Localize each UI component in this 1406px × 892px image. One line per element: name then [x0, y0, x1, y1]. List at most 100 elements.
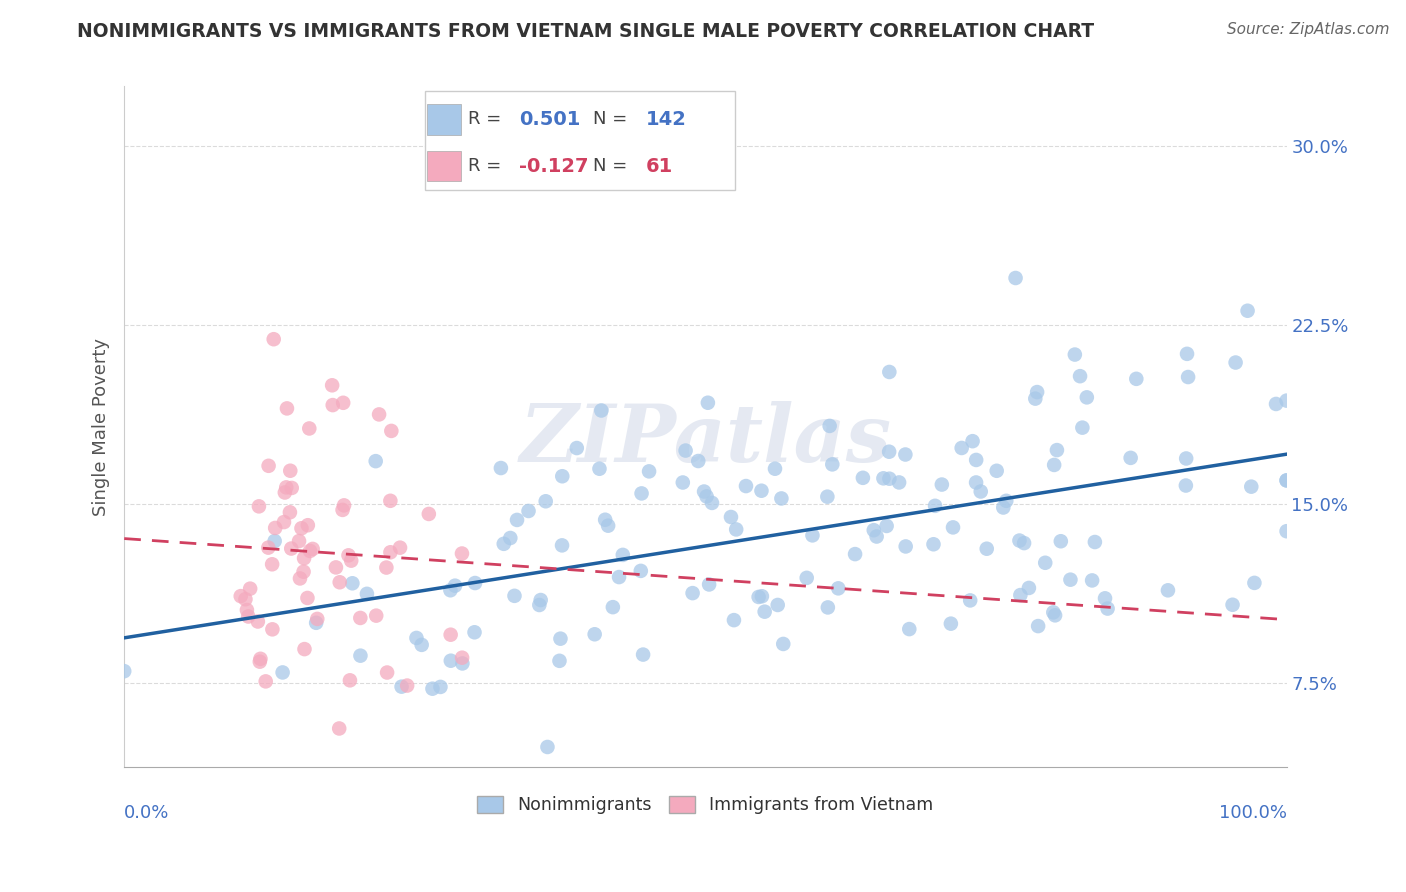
Point [766, 598, 789, 612]
Point [257, 458, 280, 473]
Point [298, 544, 321, 558]
Point [735, 479, 758, 493]
Point [451, 547, 474, 561]
Point [986, 464, 1008, 478]
Point [1033, 556, 1056, 570]
Point [796, 571, 818, 585]
Point [551, 538, 574, 552]
Point [1240, 480, 1263, 494]
Point [993, 500, 1015, 515]
Point [821, 458, 844, 472]
Point [463, 625, 485, 640]
Point [325, 560, 347, 574]
Point [1119, 450, 1142, 465]
Point [1275, 393, 1298, 408]
Point [827, 582, 849, 596]
Point [380, 545, 402, 559]
Point [328, 722, 350, 736]
Point [725, 523, 748, 537]
Point [852, 471, 875, 485]
Point [322, 398, 344, 412]
Point [688, 454, 710, 468]
Text: ZIPatlas: ZIPatlas [519, 401, 891, 479]
Point [959, 593, 981, 607]
Point [630, 564, 652, 578]
Point [1084, 535, 1107, 549]
Point [801, 528, 824, 542]
Point [294, 642, 316, 657]
Point [321, 378, 343, 392]
Point [405, 631, 427, 645]
Point [1097, 601, 1119, 615]
Point [675, 443, 697, 458]
Point [332, 503, 354, 517]
Point [530, 593, 553, 607]
Point [366, 608, 388, 623]
Point [262, 623, 284, 637]
Point [879, 365, 901, 379]
Point [276, 480, 298, 494]
Point [1125, 372, 1147, 386]
Point [894, 448, 917, 462]
Point [503, 589, 526, 603]
Point [349, 611, 371, 625]
Point [950, 441, 973, 455]
Point [273, 515, 295, 529]
Point [290, 521, 312, 535]
Point [697, 577, 720, 591]
Point [1265, 397, 1288, 411]
Point [1010, 588, 1032, 602]
Point [965, 453, 987, 467]
Point [389, 541, 412, 555]
Point [288, 534, 311, 549]
Point [751, 483, 773, 498]
Point [391, 680, 413, 694]
Point [818, 418, 841, 433]
Point [422, 681, 444, 696]
Point [565, 441, 588, 455]
Point [339, 673, 361, 688]
Point [464, 576, 486, 591]
Point [931, 477, 953, 491]
Point [356, 587, 378, 601]
Point [380, 493, 402, 508]
Text: 0.0%: 0.0% [124, 805, 170, 822]
Point [1175, 347, 1198, 361]
Point [631, 648, 654, 662]
Point [1042, 606, 1064, 620]
Point [349, 648, 371, 663]
Point [276, 401, 298, 416]
Point [305, 615, 328, 630]
Point [1275, 524, 1298, 539]
Point [672, 475, 695, 490]
Point [489, 461, 512, 475]
Point [1177, 370, 1199, 384]
Point [612, 548, 634, 562]
Point [898, 622, 921, 636]
Point [451, 650, 474, 665]
Text: 142: 142 [645, 110, 686, 129]
Point [297, 518, 319, 533]
Point [235, 592, 257, 607]
Point [638, 464, 661, 478]
Point [307, 612, 329, 626]
Point [1175, 451, 1198, 466]
Point [246, 615, 269, 629]
Point [865, 529, 887, 543]
Point [598, 518, 620, 533]
Point [862, 523, 884, 537]
Point [229, 589, 252, 603]
Point [995, 493, 1018, 508]
Point [763, 461, 786, 475]
Point [396, 679, 419, 693]
Point [297, 591, 319, 605]
Point [894, 540, 917, 554]
Point [1043, 458, 1066, 472]
Point [1049, 534, 1071, 549]
Point [1222, 598, 1244, 612]
Point [506, 513, 529, 527]
Text: 61: 61 [645, 157, 672, 176]
Point [1004, 271, 1026, 285]
Point [770, 491, 793, 506]
Point [112, 664, 135, 678]
